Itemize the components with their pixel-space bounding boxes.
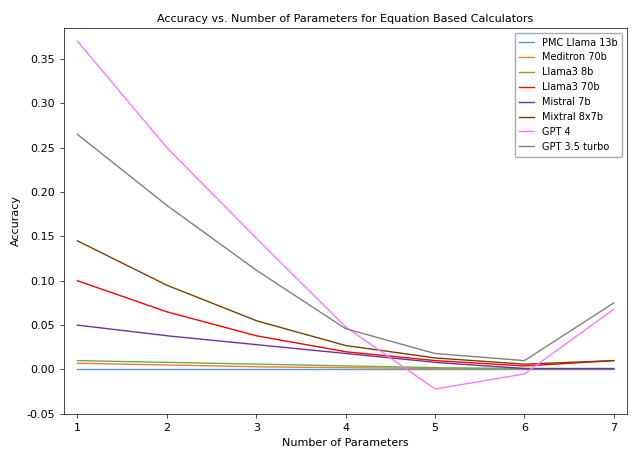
- GPT 3.5 turbo: [520, 358, 528, 363]
- PMC Llama 13b: [610, 366, 618, 372]
- GPT 3.5 turbo: [527, 353, 535, 359]
- Llama3 8b: [522, 366, 530, 372]
- Llama3 70b: [520, 363, 528, 369]
- Meditron 70b: [393, 365, 401, 371]
- Mistral 7b: [393, 356, 401, 361]
- Mixtral 8x7b: [74, 238, 81, 244]
- Mixtral 8x7b: [391, 350, 399, 355]
- Line: Meditron 70b: Meditron 70b: [77, 363, 614, 369]
- GPT 3.5 turbo: [393, 340, 401, 345]
- Llama3 8b: [402, 365, 410, 370]
- X-axis label: Number of Parameters: Number of Parameters: [282, 438, 409, 448]
- Meditron 70b: [527, 366, 535, 372]
- Title: Accuracy vs. Number of Parameters for Equation Based Calculators: Accuracy vs. Number of Parameters for Eq…: [157, 14, 534, 24]
- Mixtral 8x7b: [520, 361, 528, 367]
- Meditron 70b: [391, 365, 399, 371]
- Line: Mixtral 8x7b: Mixtral 8x7b: [77, 241, 614, 364]
- Mistral 7b: [74, 322, 81, 328]
- Llama3 8b: [76, 358, 83, 364]
- Mistral 7b: [610, 366, 618, 372]
- PMC Llama 13b: [74, 366, 81, 372]
- Mixtral 8x7b: [76, 239, 83, 245]
- Llama3 8b: [527, 366, 535, 372]
- PMC Llama 13b: [393, 366, 401, 372]
- Llama3 70b: [561, 361, 569, 366]
- Mistral 7b: [527, 366, 535, 372]
- Llama3 70b: [393, 354, 401, 359]
- PMC Llama 13b: [391, 366, 399, 372]
- Line: Llama3 70b: Llama3 70b: [77, 281, 614, 366]
- GPT 4: [76, 40, 83, 46]
- Llama3 70b: [76, 279, 83, 284]
- GPT 4: [391, 359, 399, 364]
- Mixtral 8x7b: [393, 350, 401, 355]
- Mistral 7b: [402, 357, 410, 362]
- PMC Llama 13b: [402, 366, 410, 372]
- Llama3 70b: [402, 355, 410, 360]
- Meditron 70b: [76, 360, 83, 366]
- GPT 4: [561, 341, 569, 347]
- GPT 3.5 turbo: [561, 332, 569, 337]
- Mixtral 8x7b: [610, 358, 618, 364]
- Line: GPT 4: GPT 4: [77, 41, 614, 389]
- Llama3 8b: [74, 358, 81, 364]
- Line: Mistral 7b: Mistral 7b: [77, 325, 614, 369]
- GPT 3.5 turbo: [74, 132, 81, 137]
- GPT 3.5 turbo: [76, 133, 83, 139]
- GPT 4: [610, 306, 618, 312]
- Mistral 7b: [522, 366, 530, 372]
- Legend: PMC Llama 13b, Meditron 70b, Llama3 8b, Llama3 70b, Mistral 7b, Mixtral 8x7b, GP: PMC Llama 13b, Meditron 70b, Llama3 8b, …: [515, 33, 622, 157]
- Mistral 7b: [76, 323, 83, 328]
- GPT 4: [433, 386, 440, 392]
- Llama3 70b: [610, 358, 618, 364]
- Meditron 70b: [561, 366, 569, 372]
- Llama3 8b: [393, 364, 401, 370]
- Llama3 8b: [391, 364, 399, 370]
- Mistral 7b: [561, 366, 569, 372]
- Llama3 70b: [391, 354, 399, 359]
- Line: Llama3 8b: Llama3 8b: [77, 361, 614, 369]
- Mixtral 8x7b: [402, 351, 410, 357]
- PMC Llama 13b: [560, 366, 568, 372]
- Meditron 70b: [74, 360, 81, 366]
- Meditron 70b: [433, 366, 440, 372]
- Llama3 8b: [561, 366, 569, 372]
- GPT 3.5 turbo: [391, 339, 399, 345]
- GPT 4: [527, 366, 535, 372]
- GPT 4: [74, 39, 81, 44]
- Meditron 70b: [610, 366, 618, 372]
- Llama3 70b: [527, 363, 535, 368]
- Llama3 8b: [610, 366, 618, 372]
- GPT 3.5 turbo: [402, 343, 410, 348]
- Meditron 70b: [402, 365, 410, 371]
- Mixtral 8x7b: [527, 361, 535, 367]
- Line: GPT 3.5 turbo: GPT 3.5 turbo: [77, 134, 614, 360]
- PMC Llama 13b: [76, 366, 83, 372]
- GPT 3.5 turbo: [610, 300, 618, 306]
- GPT 4: [393, 359, 401, 365]
- PMC Llama 13b: [525, 366, 533, 372]
- Llama3 70b: [74, 278, 81, 284]
- GPT 4: [402, 366, 410, 372]
- Mistral 7b: [391, 356, 399, 361]
- Y-axis label: Accuracy: Accuracy: [11, 195, 20, 246]
- Mixtral 8x7b: [561, 360, 569, 365]
